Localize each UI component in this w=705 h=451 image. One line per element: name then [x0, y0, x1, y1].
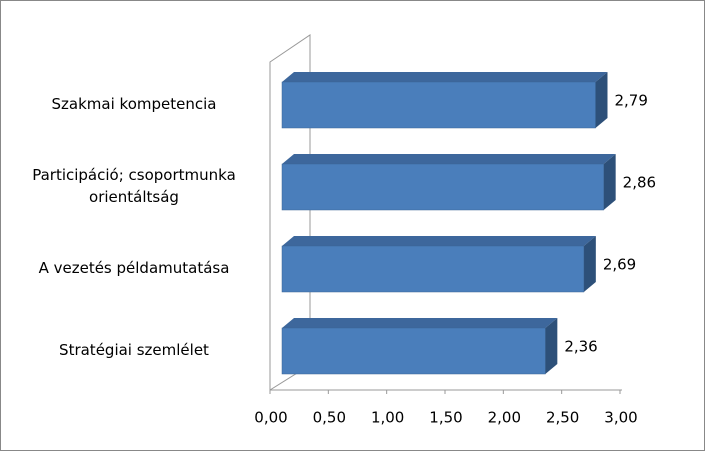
bar-top	[282, 72, 608, 82]
bar	[281, 163, 604, 211]
bar-top	[282, 318, 558, 328]
category-label: Szakmai kompetencia	[51, 95, 217, 113]
bar-side	[603, 154, 616, 210]
category-label: Stratégiai szemlélet	[59, 341, 209, 359]
category-label: Participáció; csoportmunka orientáltság	[32, 166, 236, 206]
bar-top	[282, 236, 596, 246]
category-label: A vezetés példamutatása	[38, 259, 230, 277]
bar-side	[583, 236, 596, 292]
value-label: 2,79	[615, 92, 648, 110]
value-label: 2,86	[623, 174, 656, 192]
bar-top	[282, 154, 616, 164]
bar-side	[595, 72, 608, 128]
bar	[281, 327, 546, 375]
x-tick-label: 0,00	[254, 409, 287, 427]
x-tick-label: 2,50	[546, 409, 579, 427]
x-tick-label: 1,50	[429, 409, 462, 427]
bar	[281, 81, 596, 129]
x-tick-label: 0,50	[313, 409, 346, 427]
bar-side	[545, 318, 558, 374]
x-tick-label: 3,00	[604, 409, 637, 427]
value-label: 2,36	[564, 338, 597, 356]
x-tick-label: 1,00	[371, 409, 404, 427]
value-label: 2,69	[603, 256, 636, 274]
x-tick-label: 2,00	[488, 409, 521, 427]
bar	[281, 245, 585, 293]
